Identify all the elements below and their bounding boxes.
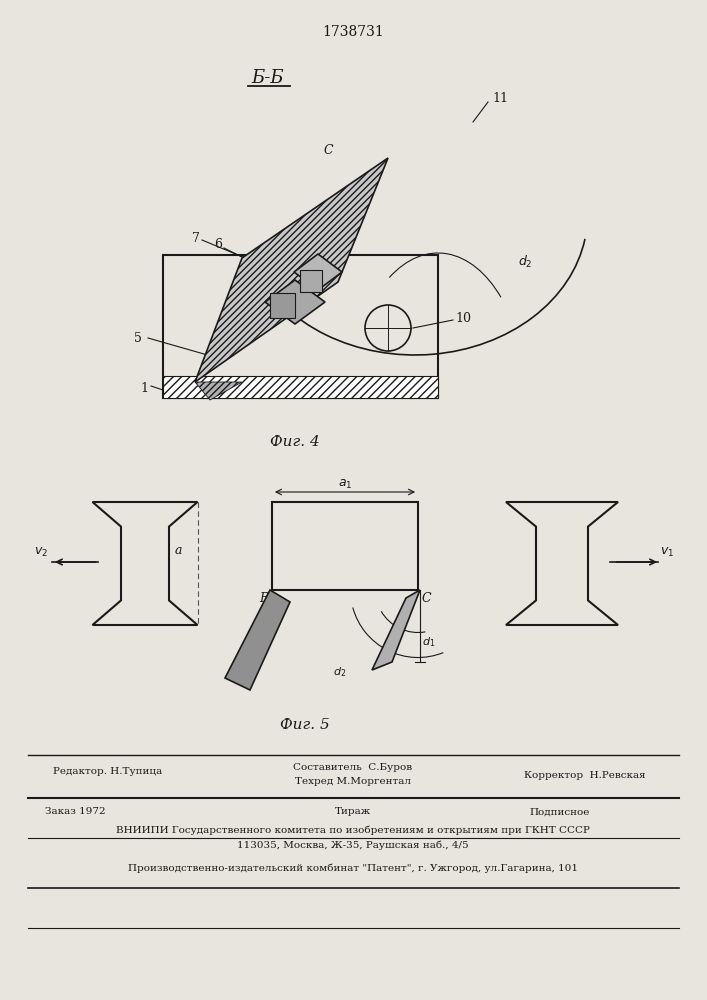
Bar: [272, 502, 418, 590]
Bar: [300, 270, 322, 292]
Text: Редактор. Н.Тупица: Редактор. Н.Тупица: [53, 768, 163, 776]
Polygon shape: [225, 590, 290, 690]
Bar: [163, 376, 438, 398]
Text: ВНИИПИ Государственного комитета по изобретениям и открытиям при ГКНТ СССР: ВНИИПИ Государственного комитета по изоб…: [116, 825, 590, 835]
Polygon shape: [195, 382, 242, 400]
Text: C: C: [323, 143, 333, 156]
Text: Техред М.Моргентал: Техред М.Моргентал: [295, 778, 411, 786]
Text: $v_1$: $v_1$: [660, 545, 674, 559]
Text: Производственно-издательский комбинат "Патент", г. Ужгород, ул.Гагарина, 101: Производственно-издательский комбинат "П…: [128, 863, 578, 873]
Text: B: B: [259, 591, 268, 604]
Text: $v_2$: $v_2$: [34, 545, 48, 559]
Text: 113035, Москва, Ж-35, Раушская наб., 4/5: 113035, Москва, Ж-35, Раушская наб., 4/5: [237, 840, 469, 850]
Text: Подписное: Подписное: [530, 808, 590, 816]
Text: 10: 10: [455, 312, 471, 324]
Text: 11: 11: [492, 92, 508, 104]
Text: Б-Б: Б-Б: [252, 69, 284, 87]
Bar: [270, 293, 295, 318]
Text: Фиг. 5: Фиг. 5: [280, 718, 330, 732]
Polygon shape: [372, 590, 420, 670]
Text: $d_1$: $d_1$: [422, 635, 436, 649]
Text: Заказ 1972: Заказ 1972: [45, 808, 105, 816]
Text: 5: 5: [134, 332, 142, 344]
Text: $d_2$: $d_2$: [334, 665, 346, 679]
Text: a: a: [175, 544, 182, 556]
Text: Тираж: Тираж: [335, 808, 371, 816]
Text: 7: 7: [192, 232, 200, 244]
Polygon shape: [195, 158, 388, 382]
Polygon shape: [265, 280, 325, 324]
Text: C: C: [422, 591, 432, 604]
Text: Фиг. 4: Фиг. 4: [270, 435, 320, 449]
Text: $a_1$: $a_1$: [338, 477, 352, 491]
Text: 6: 6: [214, 238, 222, 251]
Text: Составитель  С.Буров: Составитель С.Буров: [293, 764, 413, 772]
Bar: [163, 255, 438, 398]
Text: 1738731: 1738731: [322, 25, 384, 39]
Text: $d_2$: $d_2$: [518, 254, 532, 270]
Text: 1: 1: [140, 381, 148, 394]
Polygon shape: [294, 254, 342, 290]
Text: Корректор  Н.Ревская: Корректор Н.Ревская: [524, 770, 645, 780]
